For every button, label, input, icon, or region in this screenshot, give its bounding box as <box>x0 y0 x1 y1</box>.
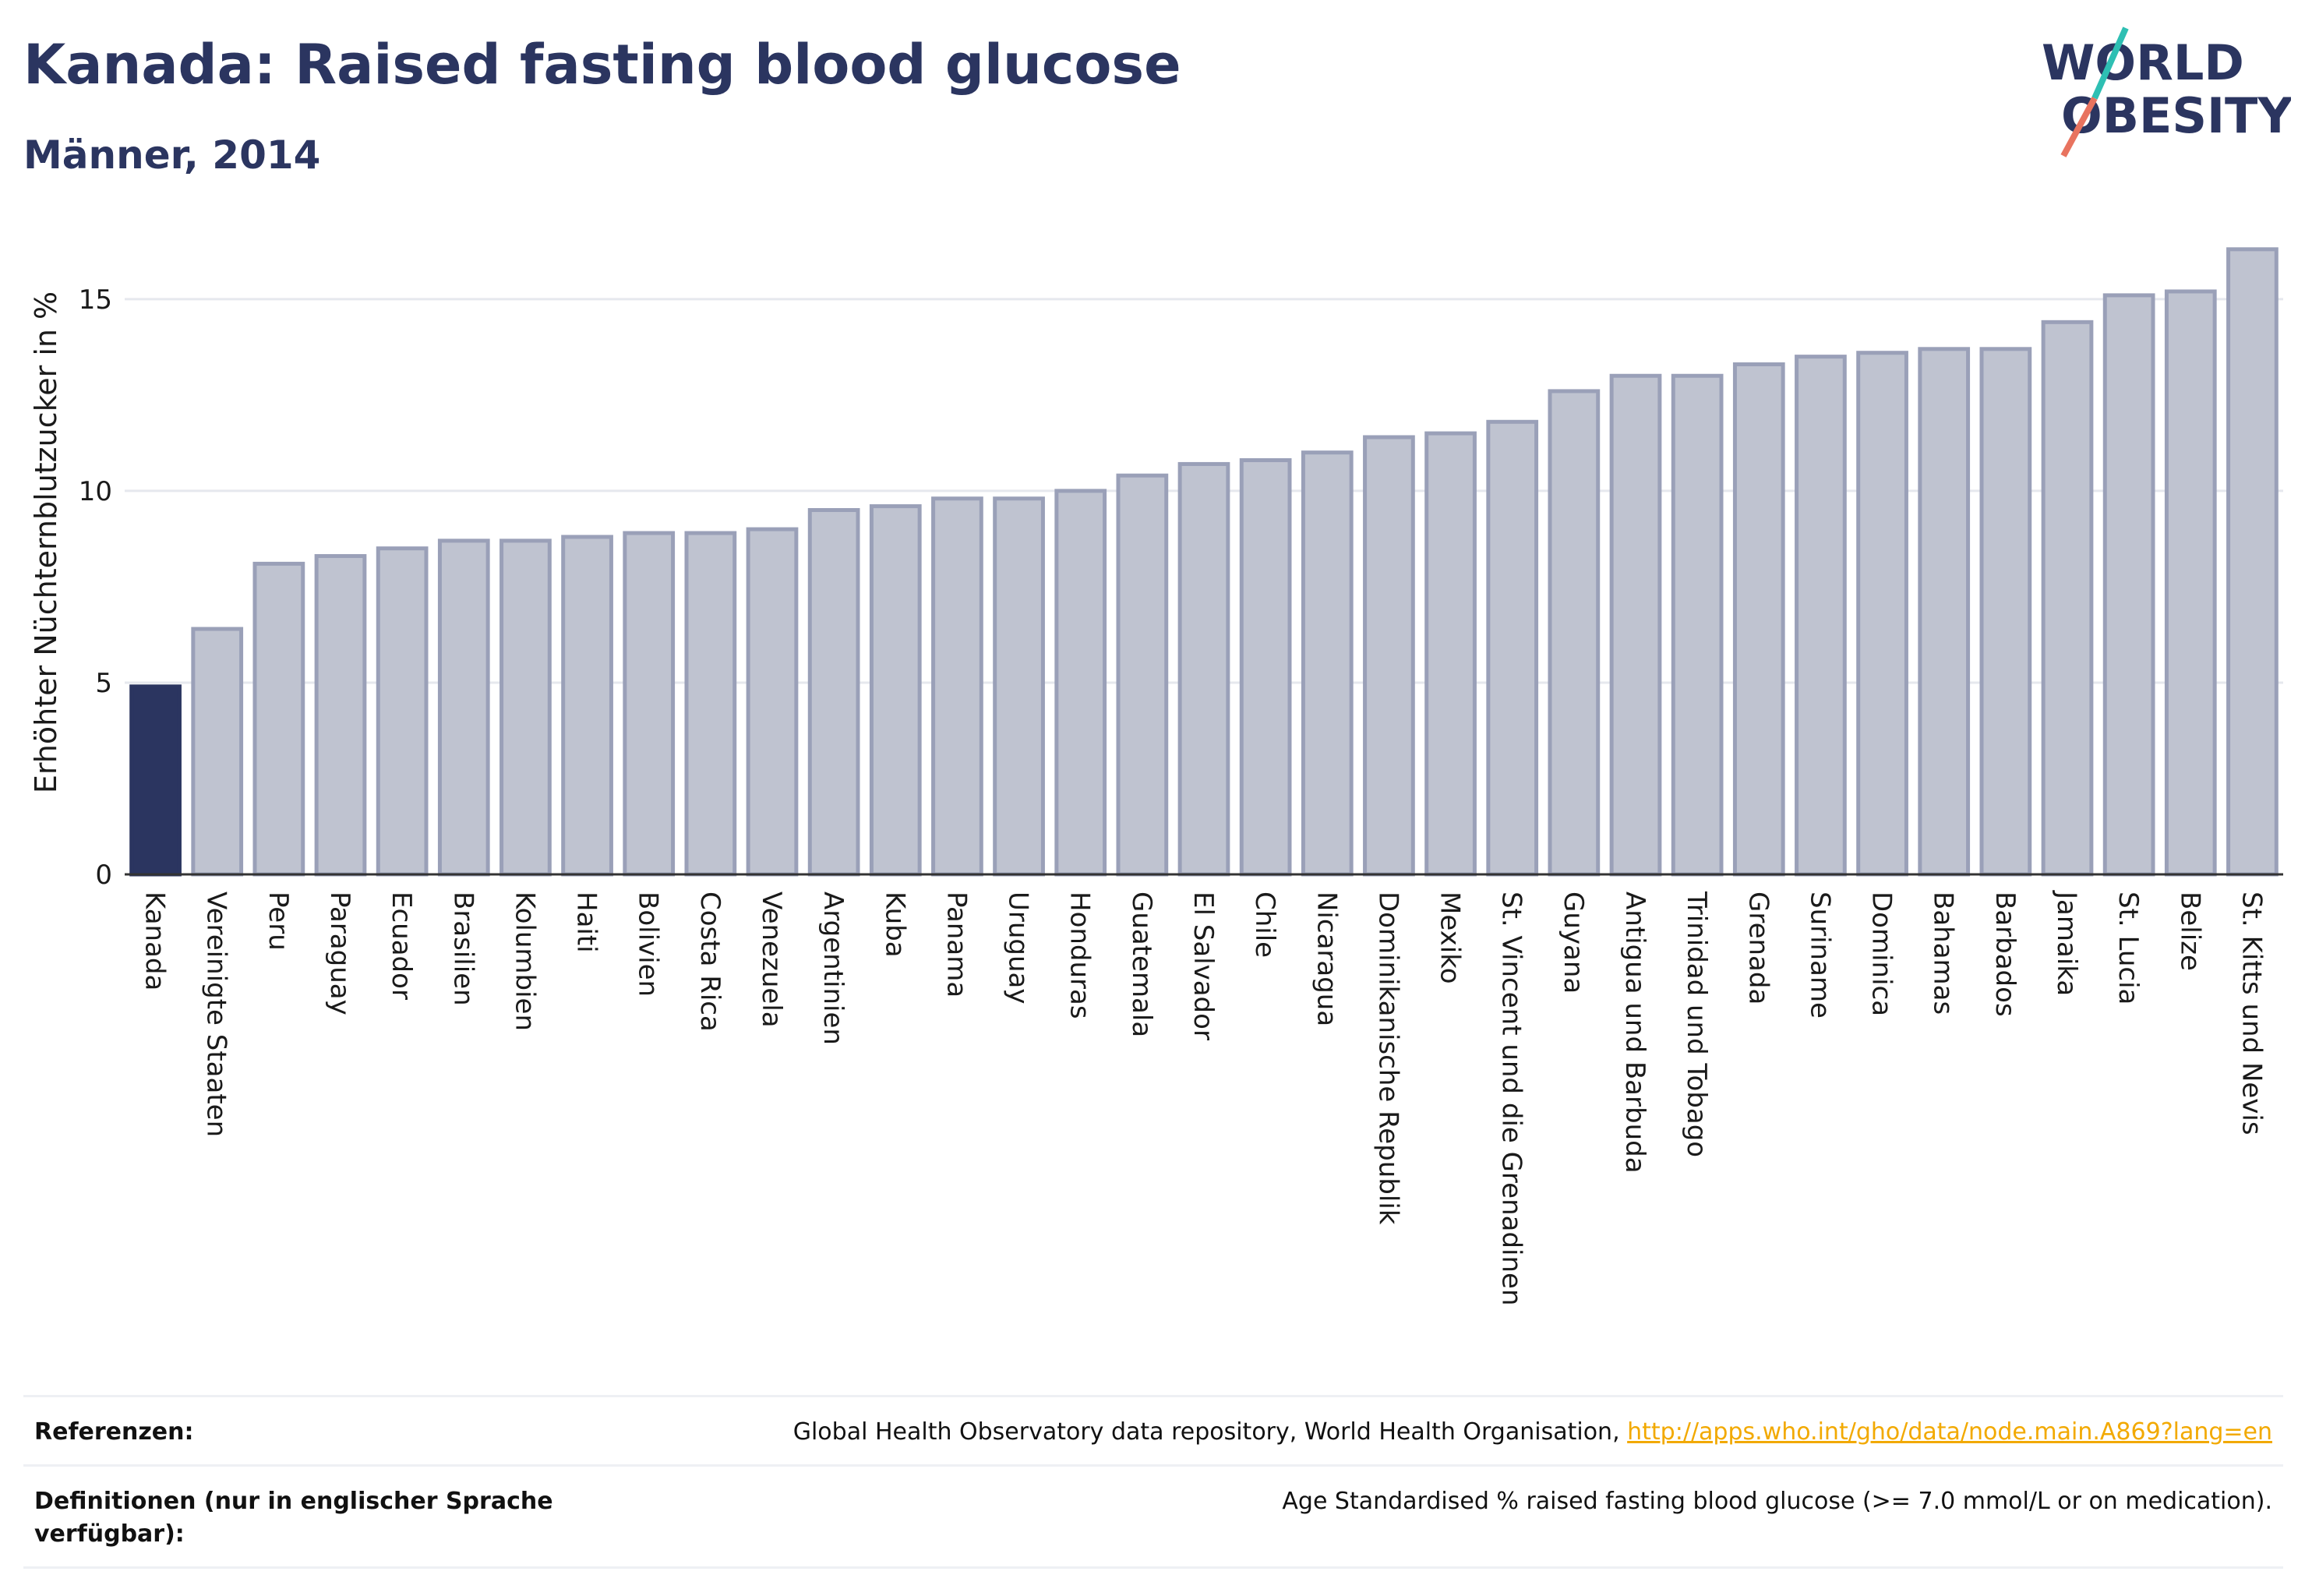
x-tick-label: Haiti <box>571 892 602 953</box>
bar-grenada[interactable] <box>1732 362 1785 877</box>
references-text: Global Health Observatory data repositor… <box>792 1418 1628 1446</box>
bar-guyana[interactable] <box>1548 389 1601 877</box>
x-tick-label: Antigua und Barbuda <box>1619 892 1650 1174</box>
world-obesity-logo: WORLD OBESITY <box>2042 26 2291 157</box>
x-tick-label: Grenada <box>1742 892 1774 1005</box>
logo-text-obesity: OBESITY <box>2061 87 2291 144</box>
bar-haiti[interactable] <box>561 535 613 877</box>
references-row: Referenzen: Global Health Observatory da… <box>23 1395 2283 1464</box>
references-link[interactable]: http://apps.who.int/gho/data/node.main.A… <box>1627 1418 2272 1446</box>
x-tick-label: Paraguay <box>324 892 355 1015</box>
bar-mexiko[interactable] <box>1424 431 1477 877</box>
x-tick-label: St. Lucia <box>2113 892 2144 1005</box>
bar-venezuela[interactable] <box>746 527 799 877</box>
x-tick-label: Kolumbien <box>509 892 540 1031</box>
bar-trinidad-und-tobago[interactable] <box>1671 373 1724 877</box>
bar-bolivien[interactable] <box>623 531 676 877</box>
x-tick-label: Nicaragua <box>1311 892 1342 1026</box>
x-tick-label: El Salvador <box>1188 892 1219 1040</box>
bar-honduras[interactable] <box>1054 489 1107 877</box>
x-tick-label: Uruguay <box>1003 892 1034 1005</box>
bar-guatemala[interactable] <box>1116 473 1169 877</box>
x-tick-label: Dominikanische Republik <box>1372 892 1403 1225</box>
y-tick-label: 10 <box>79 476 112 507</box>
bar-dominikanische-republik[interactable] <box>1363 435 1415 877</box>
x-tick-label: Costa Rica <box>694 892 725 1032</box>
x-tick-label: Peru <box>263 892 294 951</box>
x-tick-label: Barbados <box>1989 892 2021 1017</box>
x-tick-label: Guyana <box>1558 892 1589 994</box>
bar-antigua-und-barbuda[interactable] <box>1609 373 1662 877</box>
y-tick-label: 15 <box>79 284 112 316</box>
bar-kolumbien[interactable] <box>499 538 552 877</box>
logo-slash-coral <box>2060 97 2098 157</box>
definitions-label: Definitionen (nur in englischer Sprache … <box>34 1488 553 1548</box>
references-label: Referenzen: <box>34 1418 194 1446</box>
bar-chart: 0 5 10 15 Kanada Vereinigte Staaten Peru Parag… <box>29 247 2283 1306</box>
bars <box>129 247 2279 877</box>
bar-chile[interactable] <box>1239 458 1292 877</box>
bar-kanada[interactable] <box>129 684 182 877</box>
y-axis-ticks: 0 5 10 15 <box>79 284 112 891</box>
x-tick-label: Argentinien <box>817 892 849 1045</box>
bar-st-kitts-und-nevis[interactable] <box>2226 247 2279 877</box>
logo-slash-teal <box>2091 26 2129 100</box>
x-tick-label: Belize <box>2174 892 2205 971</box>
bar-panama[interactable] <box>931 496 983 877</box>
x-tick-label: Kuba <box>879 892 910 958</box>
y-axis-label: Erhöhter Nüchternblutzucker in % <box>29 291 63 793</box>
x-tick-label: Chile <box>1249 892 1280 958</box>
page-title: Kanada: Raised fasting blood glucose <box>23 33 1181 97</box>
y-tick-label: 5 <box>95 668 112 699</box>
bar-jamaika[interactable] <box>2041 320 2094 877</box>
bar-kuba[interactable] <box>869 504 922 877</box>
x-tick-label: Bahamas <box>1928 892 1959 1015</box>
definitions-value: Age Standardised % raised fasting blood … <box>1282 1488 2272 1515</box>
footer: Referenzen: Global Health Observatory da… <box>23 1395 2283 1569</box>
x-tick-label: Ecuador <box>386 892 417 1000</box>
page-subtitle: Männer, 2014 <box>23 132 321 178</box>
bar-suriname[interactable] <box>1795 355 1847 877</box>
x-tick-label: Suriname <box>1804 892 1835 1019</box>
bar-brasilien[interactable] <box>437 538 490 877</box>
x-axis-labels: Kanada Vereinigte Staaten Peru Paraguay Ecua… <box>139 890 2268 1306</box>
bar-peru[interactable] <box>252 561 305 877</box>
bar-bahamas[interactable] <box>1918 347 1971 877</box>
x-tick-label: Vereinigte Staaten <box>201 892 232 1137</box>
x-tick-label: St. Vincent und die Grenadinen <box>1496 892 1527 1306</box>
x-tick-label: Brasilien <box>447 892 478 1006</box>
x-tick-label: Panama <box>941 892 972 998</box>
x-tick-label: St. Kitts und Nevis <box>2236 892 2267 1135</box>
x-tick-label: Trinidad und Tobago <box>1681 891 1712 1157</box>
definitions-row: Definitionen (nur in englischer Sprache … <box>23 1464 2283 1569</box>
bar-argentinien[interactable] <box>807 507 860 877</box>
bar-ecuador[interactable] <box>376 546 429 877</box>
y-tick-label: 0 <box>95 860 112 891</box>
bar-belize[interactable] <box>2164 289 2217 877</box>
x-tick-label: Jamaika <box>2051 890 2082 996</box>
bar-uruguay[interactable] <box>993 496 1045 877</box>
bar-nicaragua[interactable] <box>1301 450 1354 877</box>
bar-st-lucia[interactable] <box>2102 293 2155 877</box>
x-tick-label: Mexiko <box>1435 892 1466 984</box>
bar-barbados[interactable] <box>1979 347 2032 877</box>
x-tick-label: Dominica <box>1866 892 1897 1016</box>
x-tick-label: Guatemala <box>1126 892 1157 1037</box>
x-tick-label: Venezuela <box>756 892 787 1028</box>
bar-dominica[interactable] <box>1856 351 1908 877</box>
x-tick-label: Honduras <box>1064 892 1096 1019</box>
x-tick-label: Kanada <box>139 892 171 990</box>
bar-paraguay[interactable] <box>314 554 367 877</box>
bar-vereinigte-staaten[interactable] <box>191 627 244 877</box>
bar-costa-rica[interactable] <box>684 531 737 877</box>
bar-st-vincent-und-die-grenadinen[interactable] <box>1486 419 1539 877</box>
logo-text-world: WORLD <box>2042 34 2244 91</box>
x-tick-label: Bolivien <box>633 892 664 997</box>
bar-el-salvador[interactable] <box>1177 461 1230 877</box>
references-value: Global Health Observatory data repositor… <box>793 1416 2272 1449</box>
